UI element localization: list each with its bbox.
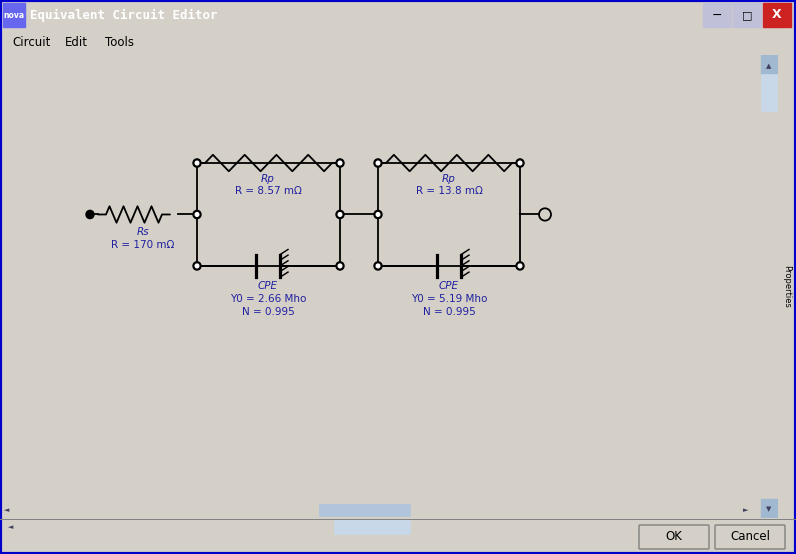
Text: Rs: Rs: [137, 227, 150, 237]
Text: CPE: CPE: [258, 280, 278, 290]
Circle shape: [374, 159, 382, 167]
Circle shape: [336, 262, 344, 270]
Circle shape: [338, 264, 341, 268]
Text: ▼: ▼: [767, 506, 771, 512]
Circle shape: [193, 211, 201, 219]
Text: Rp: Rp: [261, 173, 275, 183]
Text: R = 8.57 mΩ: R = 8.57 mΩ: [235, 186, 302, 196]
Circle shape: [338, 213, 341, 216]
Circle shape: [193, 262, 201, 270]
Circle shape: [195, 213, 199, 216]
Text: Circuit: Circuit: [12, 35, 50, 49]
Text: Edit: Edit: [65, 35, 88, 49]
Text: R = 13.8 mΩ: R = 13.8 mΩ: [416, 186, 482, 196]
Text: CPE: CPE: [439, 280, 459, 290]
Circle shape: [377, 161, 380, 165]
Bar: [761, 500, 777, 518]
Bar: [761, 74, 777, 111]
Text: Tools: Tools: [105, 35, 134, 49]
Circle shape: [518, 264, 522, 268]
Text: Rp: Rp: [442, 173, 456, 183]
Bar: [334, 520, 411, 534]
Text: ◄: ◄: [8, 524, 13, 530]
Text: ►: ►: [739, 524, 745, 530]
Text: −: −: [712, 8, 722, 22]
FancyBboxPatch shape: [715, 525, 785, 549]
Bar: [733, 3, 761, 27]
Text: R = 170 mΩ: R = 170 mΩ: [111, 240, 174, 250]
Circle shape: [195, 161, 199, 165]
Text: N = 0.995: N = 0.995: [242, 307, 295, 317]
Circle shape: [377, 264, 380, 268]
FancyBboxPatch shape: [639, 525, 709, 549]
Circle shape: [374, 211, 382, 219]
Bar: [319, 504, 411, 516]
Text: Properties: Properties: [782, 265, 791, 308]
Text: □: □: [742, 10, 752, 20]
Circle shape: [336, 211, 344, 219]
Bar: [761, 55, 777, 74]
Circle shape: [193, 159, 201, 167]
Text: Cancel: Cancel: [730, 531, 770, 543]
Text: ▲: ▲: [767, 64, 771, 70]
Text: ►: ►: [743, 507, 748, 513]
Circle shape: [516, 262, 524, 270]
Circle shape: [516, 159, 524, 167]
Text: Y0 = 5.19 Mho: Y0 = 5.19 Mho: [411, 294, 487, 304]
Bar: [763, 3, 791, 27]
Text: Y0 = 2.66 Mho: Y0 = 2.66 Mho: [230, 294, 306, 304]
Text: nova: nova: [3, 11, 25, 19]
Circle shape: [374, 262, 382, 270]
Circle shape: [86, 211, 94, 219]
Bar: [703, 3, 731, 27]
Circle shape: [377, 213, 380, 216]
Text: N = 0.995: N = 0.995: [423, 307, 475, 317]
Circle shape: [195, 264, 199, 268]
Circle shape: [338, 161, 341, 165]
Bar: [3, 3, 25, 27]
Text: OK: OK: [665, 531, 682, 543]
Circle shape: [518, 161, 522, 165]
Text: ◄: ◄: [4, 507, 10, 513]
Text: X: X: [772, 8, 782, 22]
Circle shape: [336, 159, 344, 167]
Text: Equivalent Circuit Editor: Equivalent Circuit Editor: [30, 8, 217, 22]
